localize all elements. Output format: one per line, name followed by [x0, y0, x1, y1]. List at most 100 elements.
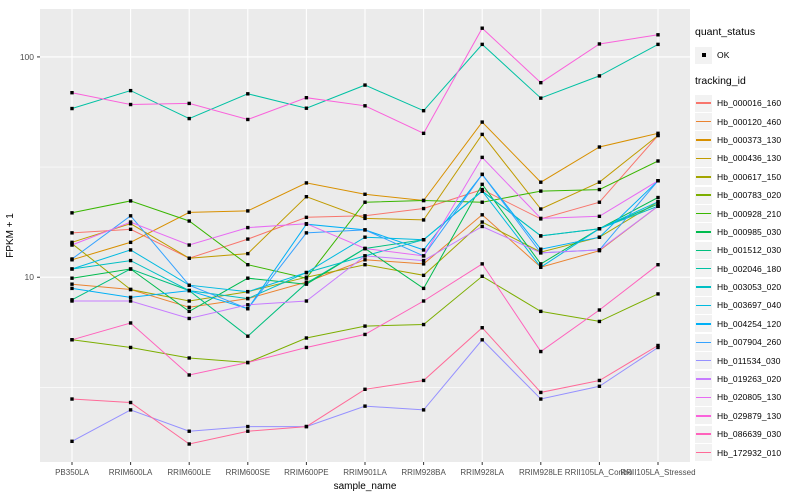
- data-point: [480, 42, 484, 47]
- legend-tracking-label: Hb_007904_260: [717, 337, 782, 348]
- legend-tracking-item: Hb_000016_160: [695, 94, 799, 112]
- data-point: [539, 251, 543, 255]
- legend-tracking-label: Hb_086639_030: [717, 429, 782, 440]
- legend-tracking-item: Hb_000373_130: [695, 131, 799, 149]
- data-point: [304, 181, 309, 185]
- data-point: [597, 227, 602, 231]
- data-point: [656, 204, 660, 208]
- data-point: [246, 117, 250, 122]
- data-point: [480, 262, 484, 266]
- data-point: [70, 299, 74, 303]
- line-key-icon: [695, 149, 712, 167]
- data-point: [539, 349, 543, 354]
- legend-tracking-label: Hb_029879_130: [717, 410, 782, 421]
- legend-tracking-item: Hb_000436_130: [695, 149, 799, 167]
- series-color-swatch: [696, 231, 711, 233]
- series-color-swatch: [696, 415, 711, 417]
- data-point: [304, 215, 309, 220]
- data-point: [128, 287, 133, 292]
- data-point: [363, 214, 367, 218]
- x-tick-label: RRIM600PE: [284, 468, 328, 477]
- legend-tracking-label: Hb_001512_030: [717, 245, 782, 256]
- data-point: [128, 258, 133, 263]
- data-point: [70, 439, 74, 444]
- y-axis-title: FPKM + 1: [5, 213, 16, 258]
- data-point: [363, 200, 367, 204]
- data-point: [246, 289, 250, 294]
- legend-tracking-item: Hb_000120_460: [695, 112, 799, 131]
- data-point: [539, 96, 543, 100]
- series-color-swatch: [696, 249, 711, 252]
- data-point: [480, 200, 484, 204]
- data-point: [246, 237, 250, 241]
- data-point: [363, 262, 367, 267]
- legend-tracking-label: Hb_000016_160: [717, 98, 782, 109]
- legend-tracking-item: Hb_004254_120: [695, 315, 799, 333]
- data-point: [187, 316, 191, 321]
- legend-tracking-item: Hb_000783_020: [695, 186, 799, 204]
- data-point: [128, 199, 133, 203]
- legend-quant-status-item: OK: [695, 45, 799, 65]
- data-point: [421, 273, 426, 278]
- data-point: [246, 92, 250, 96]
- black-point-icon: [701, 53, 706, 57]
- data-point: [539, 397, 543, 401]
- data-point: [597, 319, 602, 324]
- data-point: [656, 195, 660, 200]
- legend-tracking-item: Hb_002046_180: [695, 260, 799, 278]
- data-point: [128, 88, 133, 93]
- data-point: [421, 248, 426, 252]
- line-key-icon: [695, 278, 712, 296]
- data-point: [421, 109, 426, 113]
- data-point: [304, 195, 309, 199]
- series-color-swatch: [696, 341, 711, 344]
- data-point: [480, 132, 484, 137]
- data-point: [363, 216, 367, 221]
- data-point: [304, 281, 309, 285]
- legend: quant_status OK tracking_id Hb_000016_16…: [695, 26, 799, 462]
- data-point: [656, 133, 660, 138]
- data-point: [128, 220, 133, 224]
- data-point: [70, 211, 74, 215]
- series-color-swatch: [696, 378, 711, 380]
- data-point: [128, 240, 133, 245]
- legend-tracking-id-title: tracking_id: [695, 75, 746, 87]
- data-point: [421, 286, 426, 291]
- data-point: [363, 254, 367, 258]
- data-point: [128, 299, 133, 303]
- data-point: [304, 424, 309, 429]
- legend-tracking-item: Hb_007904_260: [695, 333, 799, 351]
- data-point: [539, 207, 543, 211]
- legend-tracking-label: Hb_000373_130: [717, 134, 782, 145]
- data-point: [304, 221, 309, 226]
- legend-tracking-item: Hb_029879_130: [695, 407, 799, 425]
- data-point: [421, 238, 426, 242]
- line-key-icon: [695, 260, 712, 278]
- data-point: [480, 120, 484, 124]
- data-point: [421, 322, 426, 327]
- legend-tracking-item: Hb_000928_210: [695, 204, 799, 223]
- data-point: [656, 262, 660, 267]
- legend-tracking-item: Hb_172932_010: [695, 443, 799, 462]
- data-point: [187, 373, 191, 377]
- data-point: [539, 309, 543, 314]
- data-point: [187, 283, 191, 287]
- x-tick-label: RRIM901LA: [343, 468, 387, 477]
- legend-tracking-item: Hb_000617_150: [695, 168, 799, 186]
- legend-tracking-label: Hb_003697_040: [717, 300, 782, 311]
- data-point: [304, 276, 309, 280]
- data-point: [246, 225, 250, 230]
- line-key-icon: [695, 444, 712, 462]
- data-point: [304, 231, 309, 235]
- legend-tracking-label: Hb_000928_210: [717, 208, 782, 219]
- data-point: [363, 258, 367, 262]
- data-point: [246, 276, 250, 280]
- data-point: [597, 214, 602, 219]
- data-point: [656, 292, 660, 296]
- data-point: [128, 267, 133, 271]
- series-color-swatch: [696, 176, 711, 178]
- line-key-icon: [695, 205, 712, 223]
- x-tick-label: RRIM928BA: [401, 468, 446, 477]
- data-point: [480, 220, 484, 224]
- series-color-swatch: [696, 286, 711, 288]
